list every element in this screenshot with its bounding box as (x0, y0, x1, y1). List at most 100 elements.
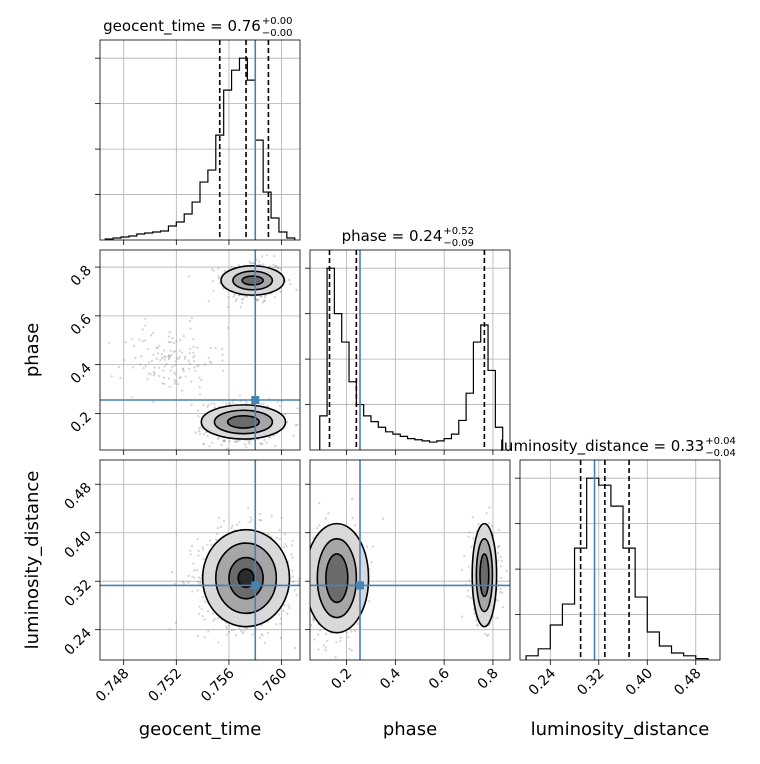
sample-point (223, 439, 226, 442)
sample-point (213, 617, 216, 621)
sample-point (263, 299, 266, 302)
sample-point (236, 523, 239, 526)
x-tick-label: 0.760 (251, 666, 291, 706)
sample-point (486, 634, 489, 637)
y-tick-label: 0.8 (68, 263, 95, 290)
x-axis-label: luminosity_distance (531, 719, 710, 740)
sample-point (259, 519, 263, 522)
sample-point (231, 401, 234, 404)
panel-content (100, 460, 307, 660)
sample-point (258, 454, 260, 456)
sample-point (305, 598, 307, 600)
sample-point (232, 295, 235, 298)
sample-point (200, 379, 203, 382)
sample-point (150, 359, 154, 362)
sample-point (181, 351, 184, 354)
sample-point (353, 630, 357, 633)
sample-point (177, 357, 180, 361)
sample-point (198, 432, 202, 435)
sample-point (268, 265, 271, 268)
sample-point (173, 378, 176, 382)
sample-point (171, 365, 174, 368)
sample-point (265, 254, 268, 257)
sample-point (223, 440, 226, 443)
sample-point (199, 581, 202, 584)
sample-point (237, 439, 240, 442)
sample-point (460, 568, 463, 572)
sample-point (213, 403, 216, 406)
sample-point (346, 631, 349, 634)
sample-point (196, 365, 199, 368)
truth-marker (251, 396, 260, 404)
sample-point (173, 371, 176, 374)
sample-point (242, 630, 245, 633)
diag-title-text: geocent_time = 0.76 (103, 17, 261, 36)
sample-point (234, 299, 237, 303)
panel-content (100, 40, 300, 240)
sample-point (130, 338, 133, 341)
sample-point (167, 354, 170, 357)
sample-point (472, 537, 475, 540)
sample-point (196, 538, 199, 541)
sample-point (152, 331, 155, 334)
sample-point (232, 628, 236, 632)
sample-point (294, 646, 297, 650)
sample-point (202, 548, 205, 551)
sample-point (350, 649, 353, 652)
sample-point (308, 606, 310, 608)
sample-point (277, 266, 280, 269)
sample-point (225, 447, 229, 450)
sample-point (208, 360, 211, 363)
sample-point (153, 372, 157, 375)
sample-point (189, 549, 192, 552)
sample-point (467, 535, 470, 538)
sample-point (191, 575, 194, 578)
sample-point (164, 355, 167, 358)
sample-point (260, 443, 264, 446)
sample-point (505, 569, 508, 572)
sample-point (203, 600, 207, 603)
sample-point (141, 328, 145, 331)
sample-point (296, 407, 299, 410)
sample-point (282, 546, 286, 549)
sample-point (238, 294, 241, 297)
sample-point (365, 545, 369, 548)
sample-point (220, 347, 224, 351)
sample-point (178, 349, 181, 352)
sample-point (274, 265, 277, 268)
sample-point (210, 402, 213, 405)
sample-point (471, 516, 475, 519)
sample-point (248, 260, 251, 263)
sample-point (190, 403, 193, 406)
sample-point (279, 290, 283, 293)
sample-point (233, 293, 236, 296)
sample-point (189, 327, 192, 330)
sample-point (181, 580, 184, 583)
sample-point (370, 561, 373, 564)
sample-point (284, 543, 287, 546)
panel-frame (519, 459, 721, 661)
sample-point (224, 625, 228, 628)
sample-point (202, 557, 205, 561)
sample-point (272, 266, 275, 269)
sample-point (499, 587, 502, 591)
sample-point (167, 358, 170, 361)
sample-point (155, 346, 158, 349)
sample-point (308, 562, 310, 564)
sample-point (176, 382, 180, 386)
sample-point (168, 385, 171, 388)
sample-point (192, 562, 195, 565)
sample-point (159, 358, 162, 362)
sample-point (181, 389, 184, 392)
sample-point (312, 619, 316, 622)
sample-point (334, 656, 337, 659)
sample-point (217, 267, 220, 270)
y-tick-label: 0.6 (68, 311, 95, 338)
sample-point (144, 317, 147, 320)
x-tick-label: 0.2 (328, 666, 355, 693)
density-contour (226, 415, 261, 429)
sample-point (170, 353, 173, 357)
sample-point (276, 400, 279, 403)
x-axis-label: phase (383, 719, 437, 740)
sample-point (265, 404, 268, 407)
